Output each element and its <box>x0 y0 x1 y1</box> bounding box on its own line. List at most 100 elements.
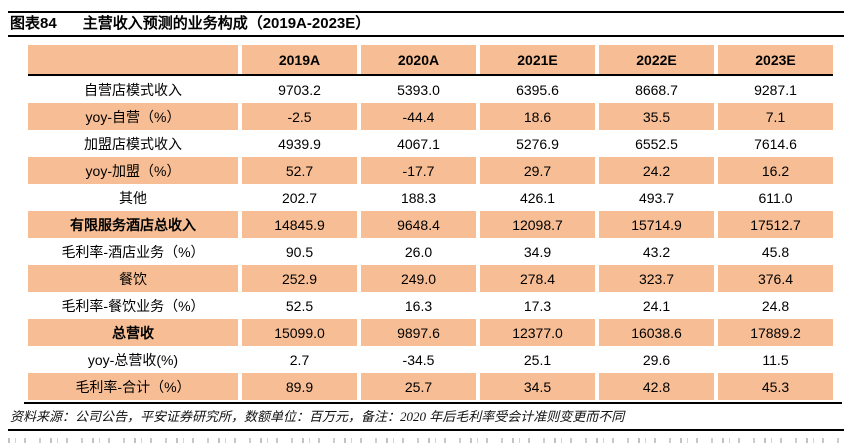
data-cell: -44.4 <box>361 103 476 130</box>
data-cell: 2.7 <box>289 351 310 368</box>
data-cell: 90.5 <box>285 243 314 260</box>
footer-rule <box>8 429 844 431</box>
clipped-text-line <box>8 437 844 443</box>
data-cell: 29.6 <box>642 351 671 368</box>
source-note: 资料来源：公司公告，平安证券研究所，数额单位：百万元，备注：2020 年后毛利率… <box>10 409 625 424</box>
forecast-table: 2019A 2020A 2021E 2022E 2023E 自营店模式收入 9703.2 53… <box>28 45 833 400</box>
title-rule <box>8 35 844 37</box>
table-row: 毛利率-合计（%） 89.9 25.7 34.5 42.8 45.3 <box>28 373 833 400</box>
data-cell: 14845.9 <box>242 211 357 238</box>
data-cell: 12098.7 <box>480 211 595 238</box>
data-cell: 24.1 <box>642 297 671 314</box>
data-cell: 188.3 <box>400 189 437 206</box>
table-row: 总营收 15099.0 9897.6 12377.0 16038.6 17889.2 <box>28 319 833 346</box>
header-cell-year: 2020A <box>361 45 476 74</box>
table-row: 加盟店模式收入 4939.9 4067.1 5276.9 6552.5 7614.6 <box>28 130 833 157</box>
data-cell: 8668.7 <box>635 81 678 98</box>
header-cell-year: 2023E <box>718 45 833 74</box>
table-row: yoy-总营收(%) 2.7 -34.5 25.1 29.6 11.5 <box>28 346 833 373</box>
data-cell: 6395.6 <box>516 81 559 98</box>
data-cell: 426.1 <box>519 189 556 206</box>
table-bottom-rule <box>24 402 842 404</box>
header-cell-year: 2021E <box>480 45 595 74</box>
data-cell: 52.5 <box>285 297 314 314</box>
table-row: yoy-自营（%） -2.5 -44.4 18.6 35.5 7.1 <box>28 103 833 130</box>
data-cell: 89.9 <box>242 373 357 400</box>
data-cell: 24.8 <box>761 297 790 314</box>
data-cell: 9897.6 <box>361 319 476 346</box>
data-cell: 43.2 <box>642 243 671 260</box>
data-cell: 323.7 <box>599 265 714 292</box>
data-cell: 12377.0 <box>480 319 595 346</box>
data-cell: 17.3 <box>523 297 552 314</box>
row-label: 自营店模式收入 <box>84 81 182 98</box>
row-label: 其他 <box>119 189 147 206</box>
data-cell: 18.6 <box>480 103 595 130</box>
row-label: 毛利率-酒店业务（%） <box>61 243 205 260</box>
row-label: 总营收 <box>28 319 238 346</box>
table-row: 自营店模式收入 9703.2 5393.0 6395.6 8668.7 9287.1 <box>28 76 833 103</box>
data-cell: 493.7 <box>638 189 675 206</box>
top-rule <box>8 11 844 13</box>
data-cell: 15099.0 <box>242 319 357 346</box>
table-row: yoy-加盟（%） 52.7 -17.7 29.7 24.2 16.2 <box>28 157 833 184</box>
data-cell: 4067.1 <box>397 135 440 152</box>
data-cell: 9287.1 <box>754 81 797 98</box>
row-label: 加盟店模式收入 <box>84 135 182 152</box>
table-row: 毛利率-餐饮业务（%） 52.5 16.3 17.3 24.1 24.8 <box>28 292 833 319</box>
data-cell: 9703.2 <box>278 81 321 98</box>
data-cell: 45.8 <box>761 243 790 260</box>
data-cell: 26.0 <box>404 243 433 260</box>
data-cell: 6552.5 <box>635 135 678 152</box>
table-row: 其他 202.7 188.3 426.1 493.7 611.0 <box>28 184 833 211</box>
table-row: 餐饮 252.9 249.0 278.4 323.7 376.4 <box>28 265 833 292</box>
report-page: 图表84 主营收入预测的业务构成（2019A-2023E） 2019A 2020A 2… <box>0 11 852 443</box>
data-cell: 15714.9 <box>599 211 714 238</box>
data-cell: 16.3 <box>404 297 433 314</box>
header-cell-year: 2022E <box>599 45 714 74</box>
row-label: 餐饮 <box>28 265 238 292</box>
data-cell: 34.5 <box>480 373 595 400</box>
data-cell: -2.5 <box>242 103 357 130</box>
data-cell: 278.4 <box>480 265 595 292</box>
data-cell: 24.2 <box>599 157 714 184</box>
figure-name: 主营收入预测的业务构成（2019A-2023E） <box>82 15 371 32</box>
data-cell: 17889.2 <box>718 319 833 346</box>
data-cell: 202.7 <box>281 189 318 206</box>
table-row: 有限服务酒店总收入 14845.9 9648.4 12098.7 15714.9 1751… <box>28 211 833 238</box>
data-cell: 52.7 <box>242 157 357 184</box>
data-cell: 42.8 <box>599 373 714 400</box>
row-label: 有限服务酒店总收入 <box>28 211 238 238</box>
row-label: yoy-自营（%） <box>28 103 238 130</box>
data-cell: 45.3 <box>718 373 833 400</box>
data-cell: 35.5 <box>599 103 714 130</box>
header-cell-empty <box>28 45 238 74</box>
data-cell: 5393.0 <box>397 81 440 98</box>
row-label: 毛利率-餐饮业务（%） <box>61 297 205 314</box>
data-cell: 16.2 <box>718 157 833 184</box>
header-cell-year: 2019A <box>242 45 357 74</box>
data-cell: -17.7 <box>361 157 476 184</box>
row-label: yoy-总营收(%) <box>87 351 179 368</box>
data-cell: 7614.6 <box>754 135 797 152</box>
data-cell: 25.1 <box>523 351 552 368</box>
table-row: 毛利率-酒店业务（%） 90.5 26.0 34.9 43.2 45.8 <box>28 238 833 265</box>
data-cell: 34.9 <box>523 243 552 260</box>
table-header-row: 2019A 2020A 2021E 2022E 2023E <box>28 45 833 76</box>
data-cell: 4939.9 <box>278 135 321 152</box>
data-cell: 376.4 <box>718 265 833 292</box>
data-cell: 9648.4 <box>361 211 476 238</box>
data-cell: 17512.7 <box>718 211 833 238</box>
data-cell: 5276.9 <box>516 135 559 152</box>
data-cell: 11.5 <box>762 351 789 368</box>
row-label: yoy-加盟（%） <box>28 157 238 184</box>
figure-title: 图表84 主营收入预测的业务构成（2019A-2023E） <box>8 13 844 35</box>
row-label: 毛利率-合计（%） <box>28 373 238 400</box>
data-cell: 252.9 <box>242 265 357 292</box>
data-cell: 29.7 <box>480 157 595 184</box>
figure-label: 图表84 <box>10 15 57 32</box>
data-cell: 249.0 <box>361 265 476 292</box>
data-cell: -34.5 <box>402 351 435 368</box>
data-cell: 16038.6 <box>599 319 714 346</box>
data-cell: 7.1 <box>718 103 833 130</box>
